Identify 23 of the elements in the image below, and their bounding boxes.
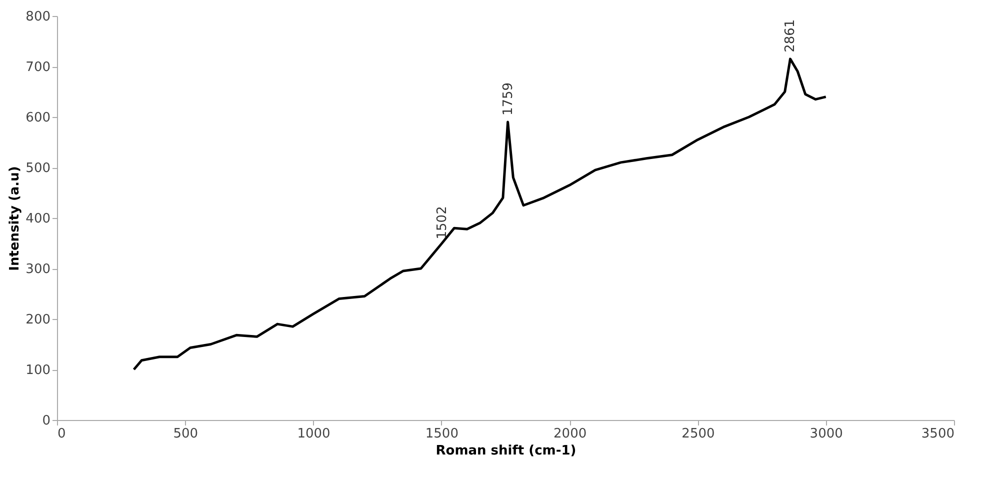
x-tick-label: 3500 <box>921 426 954 442</box>
x-tick-label: 500 <box>173 426 198 442</box>
y-tick-label: 600 <box>26 110 50 126</box>
x-tick-label: 2500 <box>682 426 715 442</box>
annotation: 2861 <box>783 19 798 52</box>
y-tick-label: 500 <box>26 161 50 176</box>
y-tick-label: 800 <box>26 10 50 24</box>
y-tick-label: 300 <box>26 262 50 277</box>
x-tick-label: 0 <box>58 426 66 442</box>
x-tick-label: 2000 <box>554 426 587 442</box>
y-axis-title: Intensity (a.u) <box>8 166 23 271</box>
y-tick-label: 200 <box>26 312 50 328</box>
line-series <box>132 58 828 371</box>
x-tick-label: 3000 <box>810 426 843 442</box>
y-tick-label: 0 <box>42 414 50 428</box>
x-tick-label: 1500 <box>425 426 458 442</box>
y-tick-label: 400 <box>26 212 50 226</box>
y-tick-label: 700 <box>26 60 50 75</box>
x-axis-title: Roman shift (cm-1) <box>436 444 576 458</box>
y-tick-label: 100 <box>26 363 50 378</box>
annotation: 1759 <box>500 82 516 116</box>
annotation: 1502 <box>434 206 450 240</box>
x-tick-label: 1000 <box>297 426 330 442</box>
